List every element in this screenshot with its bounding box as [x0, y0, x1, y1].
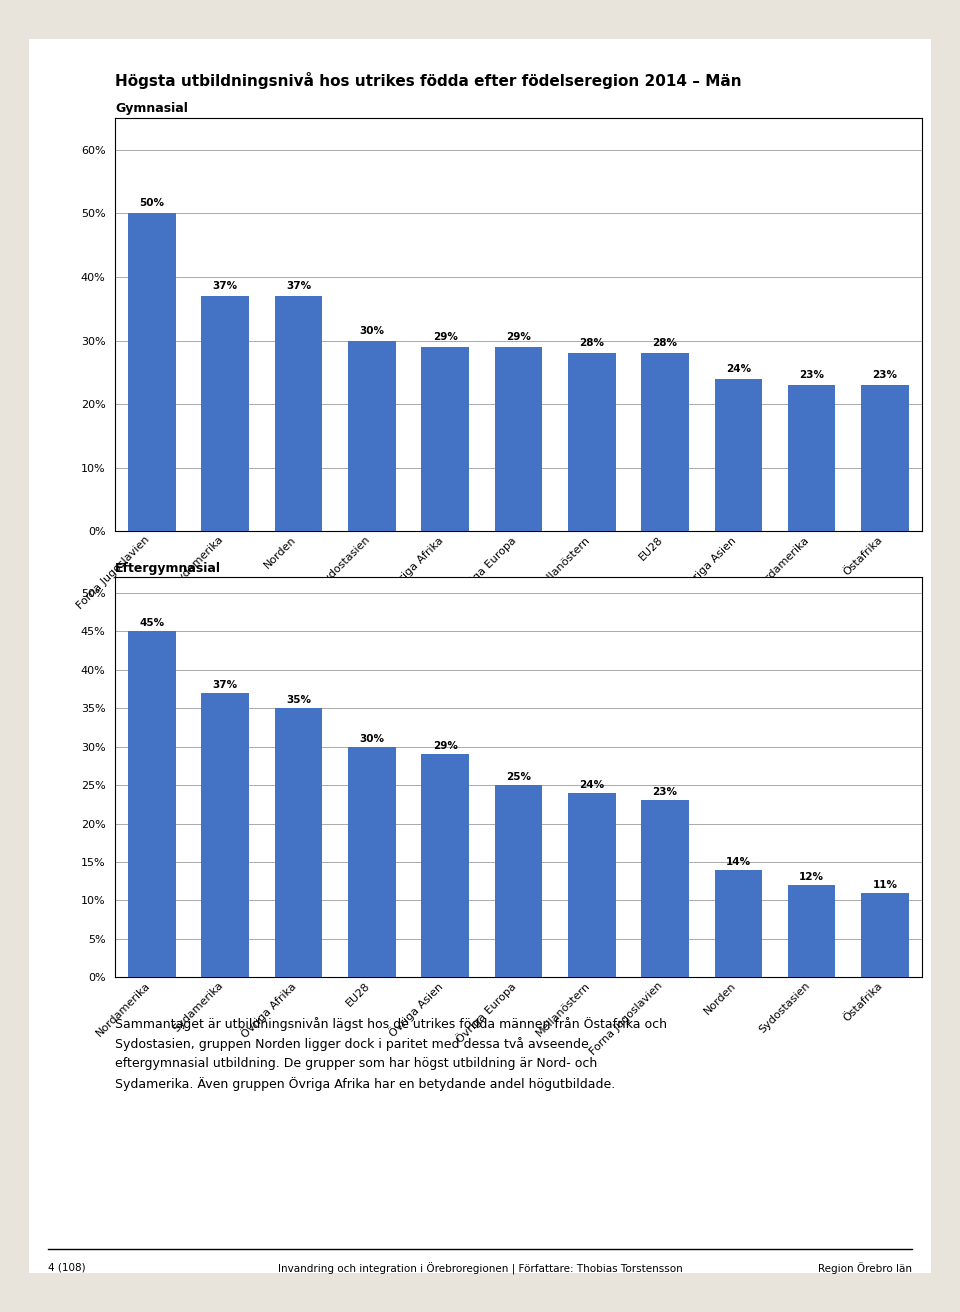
Text: 28%: 28%	[653, 338, 678, 348]
Text: Sammantaget är utbildningsnivån lägst hos de utrikes födda männen från Östafrika: Sammantaget är utbildningsnivån lägst ho…	[115, 1017, 667, 1090]
Text: 23%: 23%	[799, 370, 824, 380]
Bar	[861, 386, 909, 531]
Text: 29%: 29%	[433, 741, 458, 752]
Text: 45%: 45%	[139, 618, 164, 628]
Bar	[861, 892, 909, 977]
Bar	[641, 800, 689, 977]
Text: 29%: 29%	[433, 332, 458, 342]
Bar	[128, 631, 176, 977]
Bar	[788, 886, 835, 977]
Bar	[494, 346, 542, 531]
Text: 25%: 25%	[506, 771, 531, 782]
Text: 11%: 11%	[873, 880, 898, 890]
Text: 37%: 37%	[212, 680, 238, 690]
Text: 30%: 30%	[359, 733, 384, 744]
Bar	[275, 708, 323, 977]
Text: 4 (108): 4 (108)	[48, 1262, 85, 1273]
Text: 12%: 12%	[799, 872, 824, 882]
Text: 23%: 23%	[653, 787, 678, 798]
Bar	[128, 214, 176, 531]
Text: 35%: 35%	[286, 695, 311, 705]
Text: 37%: 37%	[212, 281, 238, 291]
Text: Invandring och integration i Örebroregionen | Författare: Thobias Torstensson: Invandring och integration i Örebroregio…	[277, 1262, 683, 1274]
Bar	[348, 341, 396, 531]
Bar	[275, 297, 323, 531]
Text: 29%: 29%	[506, 332, 531, 342]
Text: 28%: 28%	[579, 338, 604, 348]
Bar	[421, 346, 468, 531]
Bar	[568, 353, 615, 531]
Bar	[714, 870, 762, 977]
Text: Gymnasial: Gymnasial	[115, 102, 188, 115]
Text: Eftergymnasial: Eftergymnasial	[115, 562, 221, 575]
Bar	[421, 754, 468, 977]
Text: 14%: 14%	[726, 857, 751, 867]
Bar	[348, 747, 396, 977]
Text: 50%: 50%	[139, 198, 164, 209]
Text: 30%: 30%	[359, 325, 384, 336]
Bar	[641, 353, 689, 531]
Bar	[494, 785, 542, 977]
Text: 24%: 24%	[726, 363, 751, 374]
Bar	[202, 693, 249, 977]
Bar	[714, 379, 762, 531]
Bar	[568, 792, 615, 977]
Bar	[788, 386, 835, 531]
Text: Region Örebro län: Region Örebro län	[818, 1262, 912, 1274]
Text: 37%: 37%	[286, 281, 311, 291]
Text: 24%: 24%	[579, 779, 604, 790]
Text: 23%: 23%	[873, 370, 898, 380]
Bar	[202, 297, 249, 531]
Text: Högsta utbildningsnivå hos utrikes födda efter födelseregion 2014 – Män: Högsta utbildningsnivå hos utrikes födda…	[115, 72, 742, 89]
